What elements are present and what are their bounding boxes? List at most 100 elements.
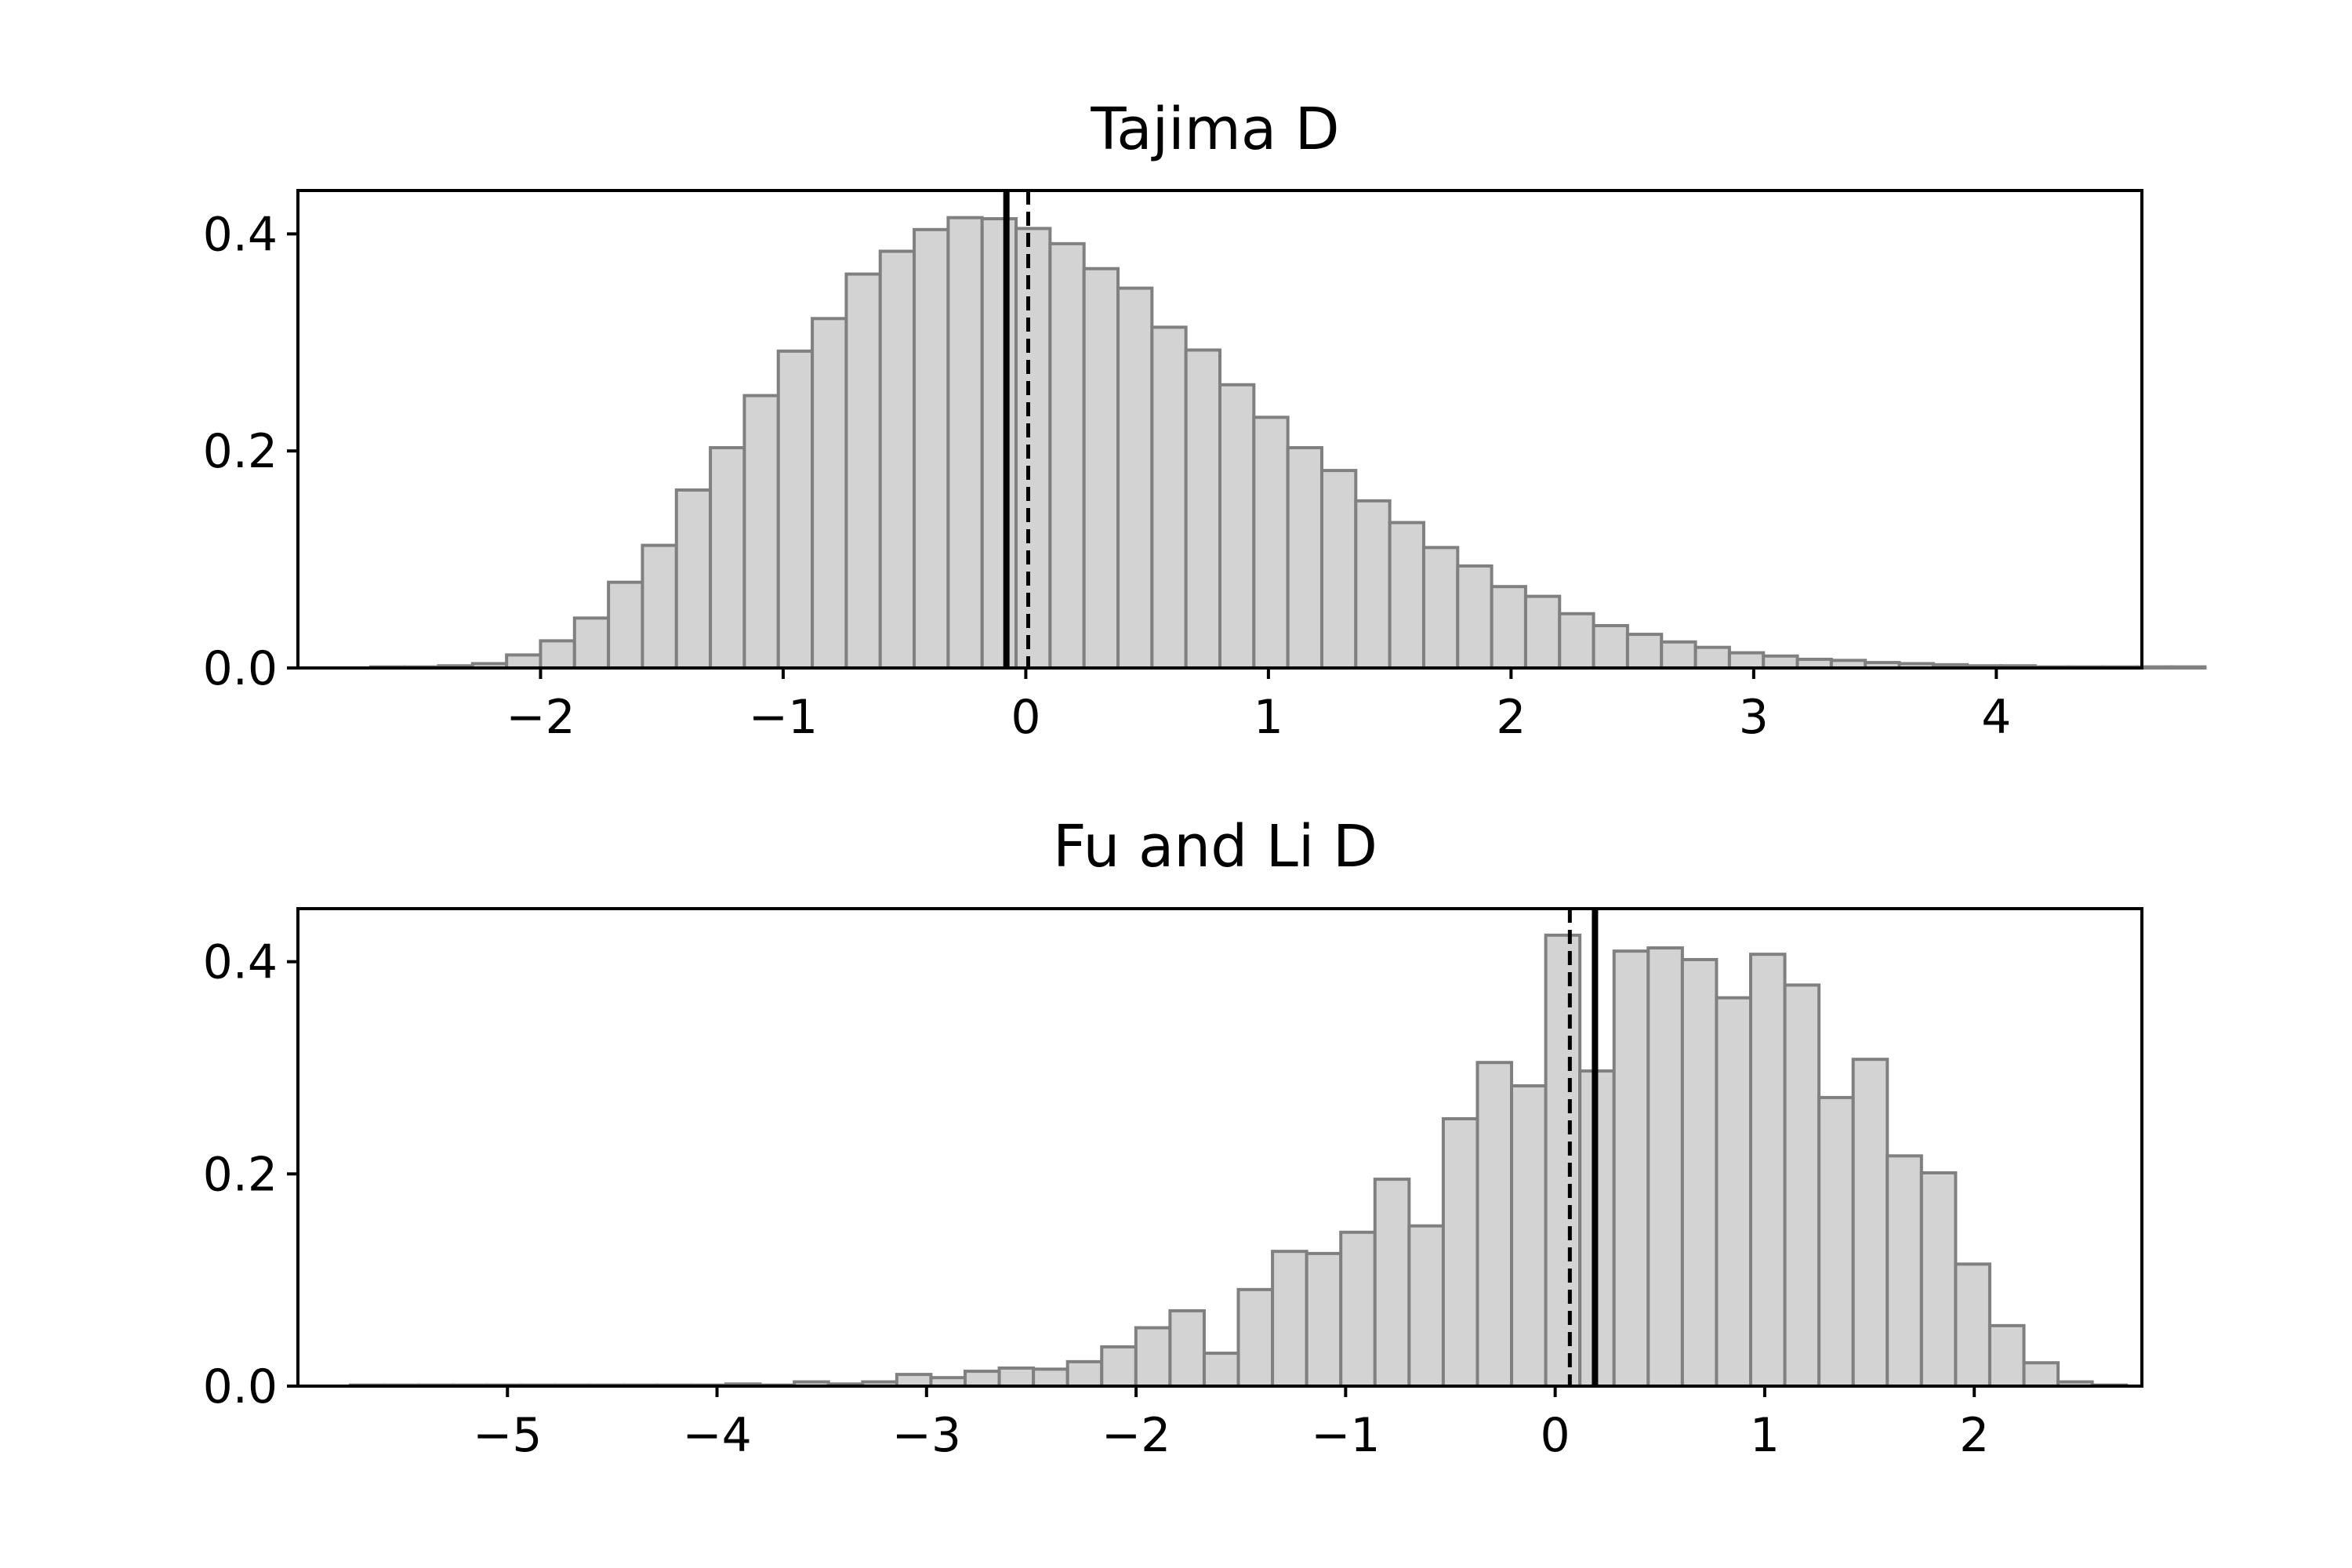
fu-and-li-d-bar-38 (1646, 946, 1684, 1388)
tajima-d-x-tick-label-2: 0 (1011, 690, 1040, 745)
tajima-d-bar-35 (1558, 612, 1595, 670)
fu-and-li-d-y-tick-label-1: 0.2 (203, 1147, 278, 1202)
fu-and-li-d-panel: Fu and Li D −5 −4 −3 −2 −1 0 1 2 0.0 0.2 0.4 (203, 813, 2143, 1463)
tajima-d-bar-53 (2169, 665, 2207, 670)
tajima-d-bar-21 (1082, 267, 1120, 670)
tajima-d-reference-lines (1003, 191, 1031, 668)
fu-and-li-d-bar-31 (1407, 1224, 1445, 1388)
tajima-d-y-axis: 0.0 0.2 0.4 (203, 207, 298, 696)
fu-and-li-d-x-axis: −5 −4 −3 −2 −1 0 1 2 (473, 1386, 1989, 1463)
fu-and-li-d-bar-16 (895, 1373, 933, 1388)
fu-and-li-d-y-axis: 0.0 0.2 0.4 (203, 935, 298, 1414)
tajima-d-bar-12 (776, 349, 815, 670)
fu-and-li-d-bar-21 (1065, 1359, 1104, 1388)
tajima-d-x-tick-label-3: 1 (1254, 690, 1283, 745)
fu-and-li-d-bar-33 (1475, 1061, 1514, 1388)
tajima-d-axes-frame (296, 189, 2143, 670)
tajima-d-bar-4 (505, 653, 543, 670)
tajima-d-bar-38 (1660, 640, 1697, 670)
fu-and-li-d-bar-46 (1919, 1171, 1958, 1388)
fu-and-li-d-x-tick-label-1: −4 (682, 1408, 751, 1463)
tajima-d-bar-41 (1762, 654, 1799, 670)
fu-and-li-d-bar-40 (1715, 996, 1753, 1388)
tajima-d-x-tick-label-0: −2 (506, 690, 575, 745)
fu-and-li-d-bar-30 (1373, 1178, 1411, 1388)
tajima-d-bar-26 (1252, 416, 1290, 670)
fu-and-li-d-axes-frame (296, 907, 2143, 1388)
tajima-d-x-axis: −2 −1 0 1 2 3 4 (506, 668, 2011, 745)
tajima-d-title: Tajima D (1090, 96, 1339, 163)
tajima-d-x-tick-label-1: −1 (749, 690, 818, 745)
fu-and-li-d-bar-41 (1749, 953, 1787, 1388)
fu-and-li-d-bar-29 (1339, 1230, 1377, 1388)
tajima-d-bar-14 (844, 272, 882, 670)
tajima-d-bar-7 (607, 580, 644, 670)
tajima-d-bar-34 (1523, 594, 1562, 670)
fu-and-li-d-y-tick-label-0: 0.0 (203, 1359, 278, 1414)
fu-and-li-d-x-tick-label-2: −3 (892, 1408, 961, 1463)
fu-and-li-d-x-tick-label-7: 2 (1959, 1408, 1989, 1463)
fu-and-li-d-bar-49 (2022, 1361, 2060, 1388)
fu-and-li-d-x-tick-label-4: −1 (1311, 1408, 1380, 1463)
fu-and-li-d-bar-42 (1783, 983, 1821, 1388)
fu-and-li-d-bar-26 (1236, 1287, 1275, 1388)
tajima-d-x-tick-label-4: 2 (1496, 690, 1526, 745)
tajima-d-bar-5 (539, 639, 576, 670)
tajima-d-bar-40 (1727, 651, 1766, 670)
tajima-d-x-tick-label-5: 3 (1739, 690, 1769, 745)
tajima-d-x-tick-label-6: 4 (1981, 690, 2011, 745)
tajima-d-bar-23 (1150, 325, 1188, 670)
tajima-d-bar-27 (1286, 446, 1323, 670)
tajima-d-y-tick-label-2: 0.4 (203, 207, 278, 262)
fu-and-li-d-bar-25 (1202, 1352, 1240, 1388)
tajima-d-bar-28 (1319, 469, 1358, 670)
fu-and-li-d-bar-44 (1851, 1058, 1889, 1388)
tajima-d-bar-24 (1184, 348, 1222, 670)
fu-and-li-d-bar-48 (1987, 1323, 2026, 1388)
tajima-d-bar-9 (674, 488, 713, 670)
fu-and-li-d-bar-22 (1100, 1345, 1138, 1388)
fu-and-li-d-bar-35 (1544, 933, 1582, 1388)
fu-and-li-d-bar-43 (1817, 1095, 1855, 1388)
fu-and-li-d-bar-45 (1886, 1154, 1923, 1388)
tajima-d-bar-19 (1014, 227, 1052, 670)
tajima-d-bar-30 (1388, 521, 1425, 670)
fu-and-li-d-bar-23 (1134, 1326, 1172, 1388)
tajima-d-histogram (368, 216, 2207, 670)
tajima-d-bar-33 (1490, 585, 1527, 670)
tajima-d-bar-16 (913, 227, 950, 670)
tajima-d-bar-8 (641, 543, 678, 670)
fu-and-li-d-bar-19 (997, 1366, 1036, 1388)
tajima-d-y-tick-label-1: 0.2 (203, 424, 278, 479)
tajima-d-bar-13 (811, 317, 848, 670)
tajima-d-bar-31 (1421, 546, 1460, 670)
fu-and-li-d-bar-27 (1271, 1250, 1308, 1388)
fu-and-li-d-x-tick-label-5: 0 (1541, 1408, 1570, 1463)
fu-and-li-d-x-tick-label-0: −5 (473, 1408, 542, 1463)
fu-and-li-d-bar-32 (1441, 1116, 1479, 1388)
tajima-d-bar-37 (1625, 633, 1664, 670)
fu-and-li-d-bar-39 (1680, 957, 1719, 1388)
tajima-d-bar-11 (742, 394, 780, 670)
tajima-d-bar-29 (1354, 499, 1392, 670)
fu-and-li-d-reference-lines (1567, 909, 1599, 1386)
tajima-d-bar-36 (1592, 624, 1629, 670)
fu-and-li-d-bar-20 (1032, 1367, 1069, 1388)
tajima-d-y-tick-label-0: 0.0 (203, 641, 278, 696)
tajima-d-bar-15 (878, 249, 916, 670)
fu-and-li-d-bar-28 (1305, 1251, 1343, 1388)
tajima-d-bar-25 (1218, 383, 1256, 670)
tajima-d-bar-10 (709, 446, 746, 670)
fu-and-li-d-bar-34 (1510, 1084, 1548, 1388)
tajima-d-bar-18 (980, 216, 1018, 670)
tajima-d-bar-17 (946, 216, 984, 670)
fu-and-li-d-title: Fu and Li D (1053, 813, 1377, 880)
tajima-d-bar-39 (1693, 645, 1731, 670)
tajima-d-panel: Tajima D −2 −1 0 1 2 3 4 0.0 0.2 0.4 (203, 96, 2207, 745)
fu-and-li-d-bar-47 (1954, 1262, 1991, 1388)
tajima-d-bar-20 (1048, 241, 1086, 670)
fu-and-li-d-x-tick-label-6: 1 (1750, 1408, 1780, 1463)
fu-and-li-d-x-tick-label-3: −2 (1102, 1408, 1171, 1463)
fu-and-li-d-y-tick-label-2: 0.4 (203, 935, 278, 990)
